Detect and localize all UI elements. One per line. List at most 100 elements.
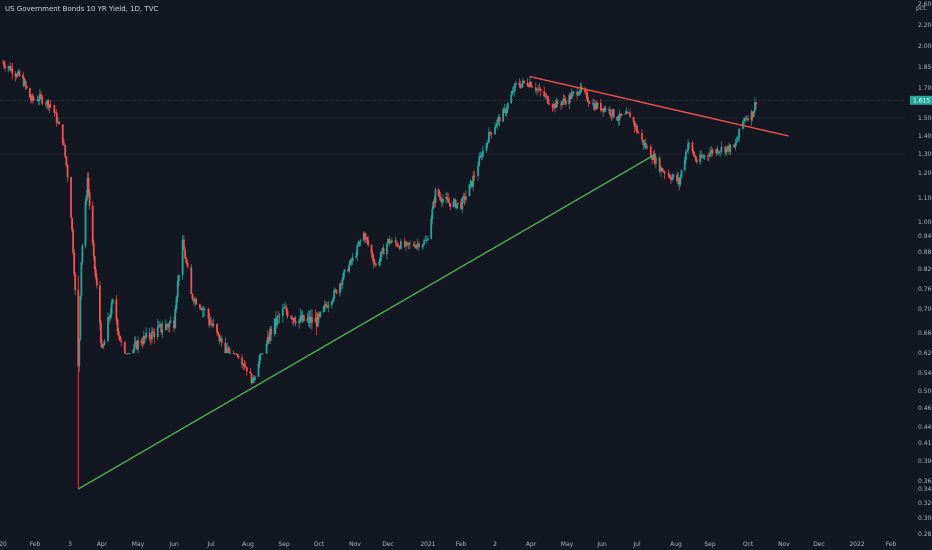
resistance-trendline[interactable] (529, 75, 789, 137)
candle (301, 310, 304, 324)
candle (99, 280, 101, 330)
candle (144, 335, 146, 343)
candle (201, 306, 204, 318)
candle (694, 155, 697, 162)
candle (490, 132, 493, 139)
candle (185, 256, 188, 265)
y-tick-label: 0.940 (918, 233, 932, 240)
candle (190, 263, 193, 295)
candle (468, 184, 471, 197)
candle (261, 353, 263, 355)
candle (318, 311, 320, 323)
y-tick-label: 1.700 (918, 85, 932, 92)
candle (268, 332, 270, 344)
candle (527, 83, 530, 88)
candle (577, 90, 580, 96)
support-trendline[interactable] (77, 153, 657, 490)
trendlines-layer[interactable] (77, 75, 789, 490)
candle (414, 241, 416, 249)
candle (322, 305, 325, 313)
candle (46, 99, 48, 110)
candle (586, 89, 589, 102)
candle (149, 334, 152, 346)
candle (219, 336, 222, 342)
x-tick-label: Aug (242, 541, 254, 548)
candle (225, 343, 228, 354)
candle (703, 154, 706, 160)
candle (462, 193, 465, 204)
candle (445, 191, 447, 204)
candle (23, 78, 26, 87)
candle (161, 321, 164, 339)
candle (464, 190, 467, 204)
candle (407, 242, 410, 250)
candle (642, 139, 645, 150)
candle (31, 93, 33, 103)
candle (643, 139, 646, 149)
candle (340, 282, 342, 291)
candle (572, 91, 575, 97)
candle (128, 353, 131, 355)
candle (110, 299, 113, 318)
candle (715, 148, 718, 157)
candle (57, 117, 59, 125)
candle (473, 170, 476, 181)
candle (178, 274, 180, 287)
candle (294, 315, 297, 327)
candle (119, 335, 121, 342)
candle (528, 76, 531, 89)
x-axis[interactable]: 20 Feb 3 Apr May Jun Jul Aug Sep Oct Nov Dec 2021 Feb… (0, 541, 897, 548)
candle (620, 113, 623, 117)
candle (274, 311, 277, 335)
y-tick-label: 0.340 (918, 486, 932, 493)
y-unit-label: pct. (916, 5, 927, 12)
candle (662, 168, 665, 174)
candle (29, 93, 32, 104)
candle (510, 90, 513, 104)
candle (486, 139, 489, 148)
candle (203, 307, 206, 317)
candle (716, 145, 719, 156)
candle (370, 243, 373, 258)
candle (49, 99, 52, 109)
candle (409, 240, 411, 250)
candle (164, 319, 167, 331)
candle (634, 123, 637, 132)
candle (142, 330, 145, 346)
candle (293, 317, 296, 323)
candle (537, 84, 540, 94)
candle (74, 271, 77, 296)
candle (316, 311, 319, 328)
candle (22, 72, 25, 87)
candle (93, 255, 96, 275)
candle (584, 86, 586, 95)
candle (439, 192, 442, 203)
candle (400, 238, 402, 250)
candle (125, 353, 127, 355)
candle (398, 245, 401, 251)
candle (469, 179, 472, 190)
candle (243, 360, 246, 371)
candle (494, 122, 496, 136)
candle (603, 105, 606, 113)
candle (518, 78, 521, 89)
candle (211, 320, 214, 328)
y-axis[interactable]: 2.600 2.200 2.000 1.850 1.700 1.500 1.400 1.300… (918, 1, 932, 538)
candle (70, 176, 72, 218)
candle (415, 244, 418, 250)
candle (571, 90, 574, 97)
candle (672, 173, 675, 180)
candle (347, 267, 349, 272)
candle (389, 240, 392, 244)
candle (688, 141, 691, 149)
x-tick-label: Jun (596, 541, 607, 548)
candle (632, 116, 635, 125)
candle (538, 83, 541, 91)
x-tick-label: Oct (314, 541, 325, 548)
candle (438, 190, 441, 201)
candle (679, 174, 682, 187)
candle (236, 353, 239, 358)
candle (636, 123, 638, 134)
